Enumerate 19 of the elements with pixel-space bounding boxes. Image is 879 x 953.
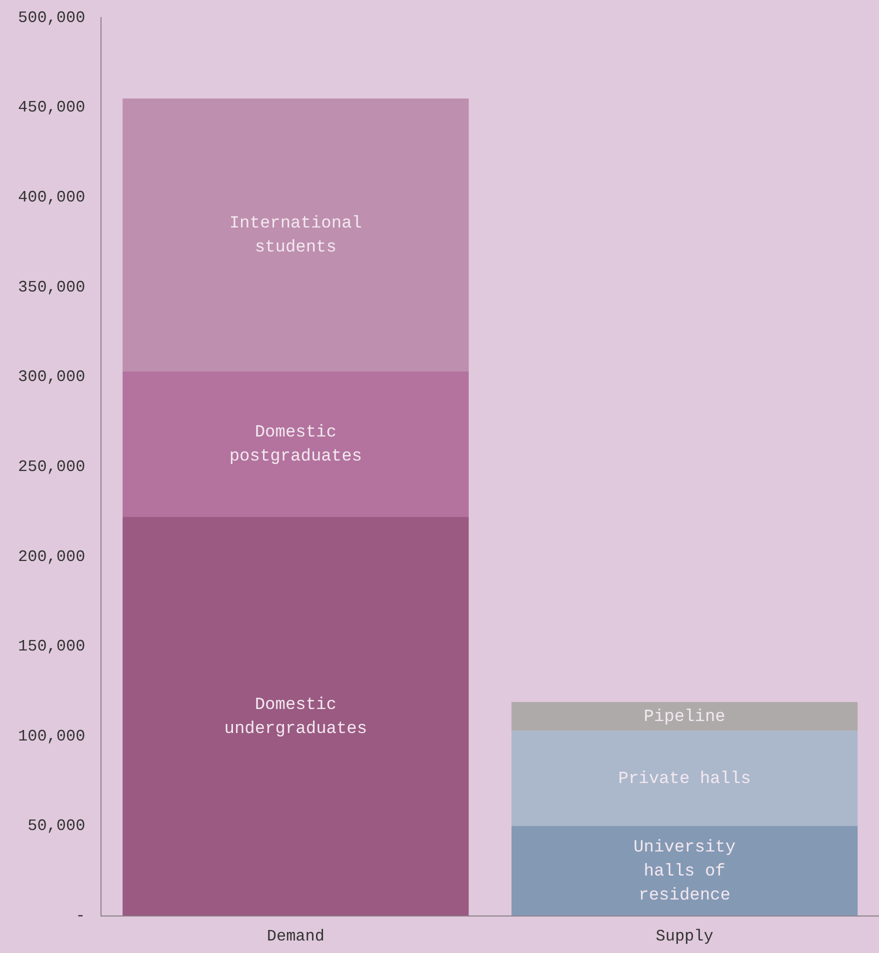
- y-tick-label: 400,000: [18, 188, 86, 206]
- x-tick-label: Supply: [656, 928, 714, 946]
- series-label: University halls of residence: [634, 838, 736, 906]
- y-tick-label: 250,000: [18, 458, 86, 476]
- y-tick-label: 50,000: [28, 817, 86, 836]
- y-tick-label: 300,000: [18, 368, 86, 386]
- x-tick-label: Demand: [266, 928, 324, 946]
- y-tick-label: 350,000: [18, 278, 86, 296]
- series-label: Private halls: [618, 770, 751, 789]
- series-label: Domestic postgraduates: [229, 424, 362, 467]
- y-tick-label: -: [76, 907, 86, 926]
- series-label: Pipeline: [644, 708, 726, 727]
- y-tick-label: 200,000: [18, 548, 86, 566]
- y-tick-label: 100,000: [18, 727, 86, 746]
- series-label: International students: [229, 214, 362, 258]
- y-tick-label: 450,000: [18, 98, 86, 117]
- series-label: Domestic undergraduates: [224, 696, 368, 739]
- y-tick-label: 500,000: [18, 8, 86, 27]
- y-tick-label: 150,000: [18, 638, 86, 656]
